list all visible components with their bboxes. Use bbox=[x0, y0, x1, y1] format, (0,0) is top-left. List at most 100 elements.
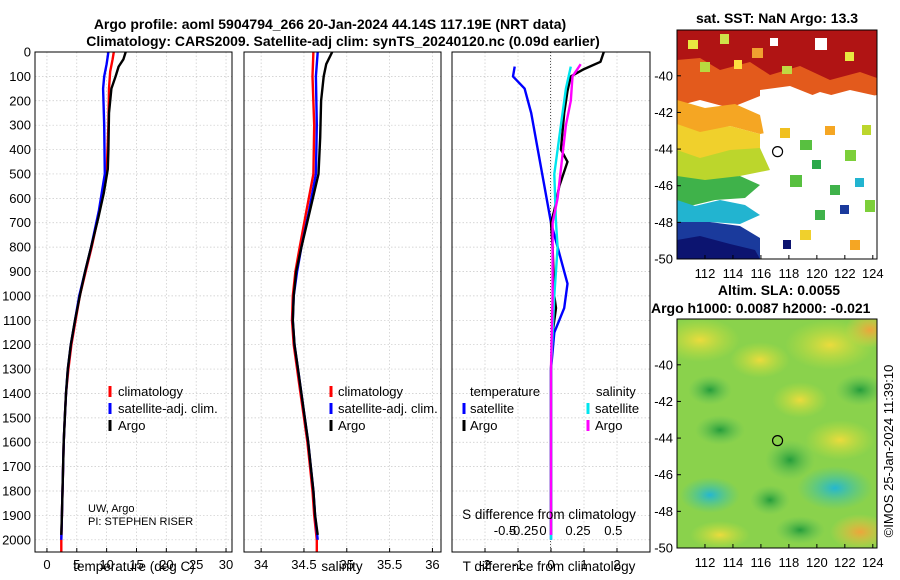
longitude-tick-label: 122 bbox=[834, 266, 856, 281]
latitude-tick-label: -40 bbox=[654, 68, 673, 83]
salinity-panel: 34 34.5 35 35.5 36 salinity climatology sate… bbox=[243, 51, 442, 574]
salinity-lines bbox=[290, 52, 334, 552]
depth-tick-label: 1900 bbox=[2, 508, 31, 523]
latitude-tick-label: -44 bbox=[654, 142, 673, 157]
legend-label-climatology: climatology bbox=[118, 384, 184, 399]
salinity-xlabel: salinity bbox=[321, 559, 363, 574]
s-tick-label: 0.5 bbox=[604, 523, 622, 538]
x-tick-label: 35.5 bbox=[377, 557, 402, 572]
difference-axes-box bbox=[451, 51, 651, 553]
longitude-tick-label: 112 bbox=[695, 266, 716, 281]
depth-tick-label: 2000 bbox=[2, 532, 31, 547]
longitude-tick-label: 118 bbox=[779, 266, 800, 281]
x-tick-label: 20 bbox=[159, 557, 173, 572]
x-tick-label: -2 bbox=[479, 557, 491, 572]
t-difference-tick-labels: -2 -1 0 1 2 bbox=[479, 557, 620, 572]
legend-label-argo: Argo bbox=[118, 418, 145, 433]
temperature-grid bbox=[35, 51, 232, 552]
x-tick-label: 15 bbox=[129, 557, 143, 572]
longitude-tick-label: 120 bbox=[806, 555, 828, 570]
sst-map-panel: sat. SST: NaN Argo: 13.3 bbox=[654, 10, 883, 281]
argo-location-marker bbox=[771, 435, 784, 447]
s-difference-tick-labels: -0.5-0.25 0 0.25 0.5 bbox=[494, 523, 623, 538]
depth-tick-label: 1000 bbox=[2, 288, 31, 303]
temperature-tick-labels: 0 5 10 15 20 25 30 bbox=[43, 557, 233, 572]
latitude-tick-label: -48 bbox=[654, 215, 673, 230]
series-line-argo bbox=[60, 52, 127, 535]
legend-label-t-satellite: satellite bbox=[470, 401, 514, 416]
latitude-tick-label: -42 bbox=[654, 105, 673, 120]
sla-longitude-tick-labels: 112 114 116 118 120 122 124 bbox=[695, 544, 884, 570]
depth-tick-label: 1500 bbox=[2, 410, 31, 425]
x-tick-label: 30 bbox=[219, 557, 233, 572]
longitude-tick-label: 116 bbox=[751, 266, 772, 281]
series-line-temperature-argo bbox=[549, 52, 605, 535]
figure-title-line2: Climatology: CARS2009. Satellite-adj cli… bbox=[86, 33, 600, 49]
x-tick-label: 1 bbox=[580, 557, 587, 572]
series-line-salinity-argo bbox=[549, 63, 582, 535]
difference-lines bbox=[511, 52, 605, 540]
temperature-legend: climatology satellite-adj. clim. Argo bbox=[108, 384, 218, 433]
legend-label-s-satellite: satellite bbox=[595, 401, 639, 416]
sla-map-title-line2: Argo h1000: 0.0087 h2000: -0.021 bbox=[651, 300, 871, 316]
legend-title-salinity: salinity bbox=[596, 384, 636, 399]
longitude-tick-label: 122 bbox=[834, 555, 856, 570]
legend-label-satellite: satellite-adj. clim. bbox=[118, 401, 218, 416]
depth-tick-labels: 0 100 200 300 400 500 600 700 800 900 1000 1100 1200… bbox=[2, 45, 31, 548]
latitude-tick-label: -42 bbox=[654, 394, 673, 409]
depth-tick-label: 100 bbox=[9, 69, 31, 84]
depth-tick-label: 900 bbox=[9, 264, 31, 279]
s-difference-label: S difference from climatology bbox=[462, 507, 636, 522]
s-tick-label: 0 bbox=[539, 523, 546, 538]
sst-map-title: sat. SST: NaN Argo: 13.3 bbox=[696, 10, 858, 26]
legend-title-temperature: temperature bbox=[470, 384, 540, 399]
depth-tick-label: 200 bbox=[9, 93, 31, 108]
legend-label-argo: Argo bbox=[338, 418, 365, 433]
longitude-tick-label: 112 bbox=[695, 555, 716, 570]
x-tick-label: 25 bbox=[189, 557, 203, 572]
figure-title-line1: Argo profile: aoml 5904794_266 20-Jan-20… bbox=[94, 16, 566, 32]
longitude-tick-label: 124 bbox=[862, 555, 884, 570]
longitude-tick-label: 118 bbox=[779, 555, 800, 570]
latitude-tick-label: -50 bbox=[654, 541, 673, 556]
sst-longitude-tick-labels: 112 114 116 118 120 122 124 bbox=[695, 255, 884, 281]
depth-tick-label: 0 bbox=[24, 45, 31, 60]
imos-timestamp-watermark: ©IMOS 25-Jan-2024 11:39:10 bbox=[881, 365, 896, 538]
sst-map-image bbox=[677, 30, 877, 259]
latitude-tick-label: -40 bbox=[654, 357, 673, 372]
legend-label-satellite: satellite-adj. clim. bbox=[338, 401, 438, 416]
x-tick-label: 10 bbox=[99, 557, 113, 572]
depth-tick-label: 300 bbox=[9, 118, 31, 133]
longitude-tick-label: 114 bbox=[723, 266, 744, 281]
depth-tick-label: 1200 bbox=[2, 337, 31, 352]
x-tick-label: 0 bbox=[43, 557, 50, 572]
longitude-tick-label: 114 bbox=[723, 555, 744, 570]
credit-line1: UW, Argo bbox=[88, 503, 134, 515]
x-tick-label: 34 bbox=[254, 557, 268, 572]
temperature-axes-box bbox=[34, 51, 233, 553]
depth-tick-label: 1400 bbox=[2, 386, 31, 401]
x-tick-label: 5 bbox=[73, 557, 80, 572]
series-line-argo bbox=[291, 52, 334, 536]
sst-latitude-tick-labels: -40 -42 -44 -46 -48 -50 bbox=[654, 68, 681, 267]
sla-map-title-line1: Altim. SLA: 0.0055 bbox=[718, 282, 840, 298]
sla-map-image bbox=[677, 319, 877, 548]
series-line-climatology bbox=[60, 52, 115, 552]
latitude-tick-label: -50 bbox=[654, 252, 673, 267]
salinity-axes-box bbox=[243, 51, 442, 553]
temperature-xlabel: temperature (deg C) bbox=[73, 559, 195, 574]
longitude-tick-label: 116 bbox=[751, 555, 772, 570]
t-difference-xlabel: T difference from climatology bbox=[463, 559, 636, 574]
x-tick-label: -1 bbox=[512, 557, 524, 572]
latitude-tick-label: -46 bbox=[654, 467, 673, 482]
salinity-tick-labels: 34 34.5 35 35.5 36 bbox=[254, 557, 440, 572]
s-tick-label: 0.25 bbox=[565, 523, 590, 538]
depth-tick-label: 600 bbox=[9, 191, 31, 206]
x-tick-label: 35 bbox=[340, 557, 354, 572]
s-tick-label: -0.25 bbox=[509, 523, 539, 538]
depth-tick-label: 800 bbox=[9, 240, 31, 255]
x-tick-label: 2 bbox=[613, 557, 620, 572]
legend-label-climatology: climatology bbox=[338, 384, 404, 399]
depth-tick-label: 1700 bbox=[2, 459, 31, 474]
